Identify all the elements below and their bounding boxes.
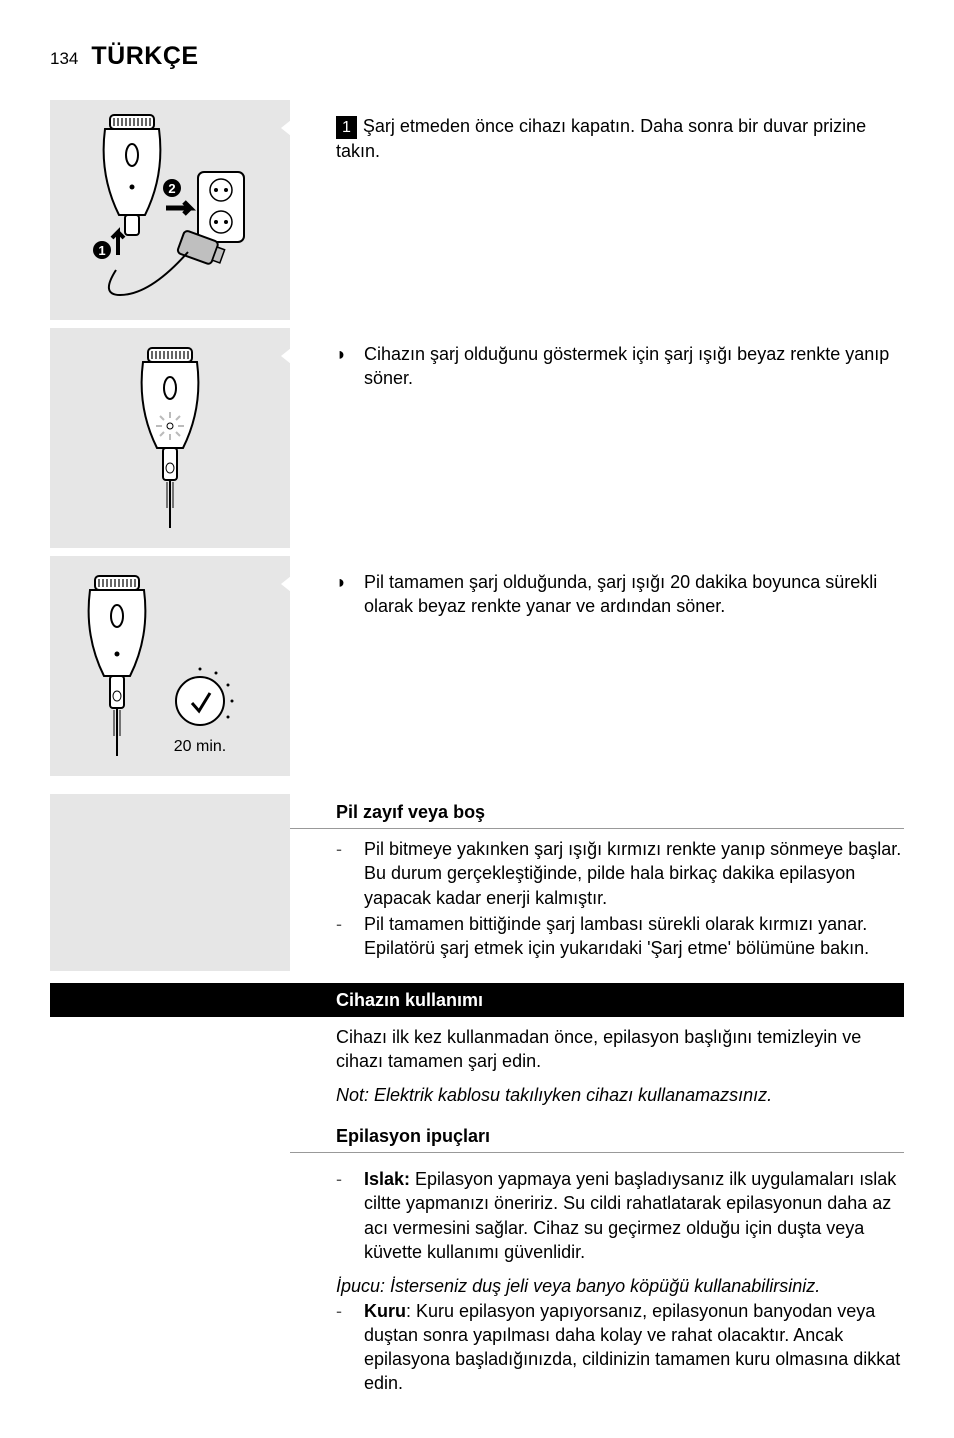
page-header: 134 TÜRKÇE xyxy=(50,40,904,74)
tip-dry: - Kuru: Kuru epilasyon yapıyorsanız, epi… xyxy=(336,1299,904,1396)
bullet-b-text: Pil tamamen şarj olduğunda, şarj ışığı 2… xyxy=(364,570,904,619)
using-intro: Cihazı ilk kez kullanmadan önce, epilasy… xyxy=(336,1025,904,1074)
illustration-plug-in: 1 2 xyxy=(50,100,290,320)
low-item-2-text: Pil tamamen bittiğinde şarj lambası süre… xyxy=(364,912,904,961)
bullet-marker: ◗ xyxy=(336,570,356,594)
plug-in-icon: 1 2 xyxy=(70,110,270,310)
charging-blink-icon xyxy=(115,343,225,533)
dash-marker: - xyxy=(336,837,364,861)
step-1-text: Şarj etmeden önce cihazı kapatın. Daha s… xyxy=(336,116,866,162)
bullet-charging-blink: ◗ Cihazın şarj olduğunu göstermek için ş… xyxy=(336,342,904,391)
dash-marker: - xyxy=(336,1299,364,1323)
section-tips-title: Epilasyon ipuçları xyxy=(290,1118,904,1153)
page-number: 134 xyxy=(50,49,78,68)
dash-marker: - xyxy=(336,912,364,936)
illustration-charging-blink xyxy=(50,328,290,548)
bullet-marker: ◗ xyxy=(336,342,356,366)
tip-wet: - Islak: Epilasyon yapmaya yeni başladıy… xyxy=(336,1167,904,1264)
section-battery-low-title: Pil zayıf veya boş xyxy=(290,794,904,829)
tip-wet-text: Epilasyon yapmaya yeni başladıysanız ilk… xyxy=(364,1169,896,1262)
section-using-title: Cihazın kullanımı xyxy=(290,983,904,1017)
timer-label: 20 min. xyxy=(174,738,226,755)
low-battery-item-1: - Pil bitmeye yakınken şarj ışığı kırmız… xyxy=(336,837,904,910)
low-battery-item-2: - Pil tamamen bittiğinde şarj lambası sü… xyxy=(336,912,904,961)
fully-charged-icon: 20 min. xyxy=(70,571,270,761)
tip-dry-label: Kuru xyxy=(364,1301,406,1321)
tip-wet-label: Islak: xyxy=(364,1169,410,1189)
illustration-fully-charged: 20 min. xyxy=(50,556,290,776)
svg-text:1: 1 xyxy=(98,243,105,258)
tip-dry-text: : Kuru epilasyon yapıyorsanız, epilasyon… xyxy=(364,1301,900,1394)
bullet-fully-charged: ◗ Pil tamamen şarj olduğunda, şarj ışığı… xyxy=(336,570,904,619)
language-title: TÜRKÇE xyxy=(91,42,198,70)
step-number-1: 1 xyxy=(336,116,357,140)
svg-text:2: 2 xyxy=(168,181,175,196)
using-note: Not: Elektrik kablosu takılıyken cihazı … xyxy=(336,1083,904,1107)
dash-marker: - xyxy=(336,1167,364,1191)
tip-hint: İpucu: İsterseniz duş jeli veya banyo kö… xyxy=(336,1274,904,1298)
bullet-a-text: Cihazın şarj olduğunu göstermek için şar… xyxy=(364,342,904,391)
low-item-1-text: Pil bitmeye yakınken şarj ışığı kırmızı … xyxy=(364,837,904,910)
step-1: 1Şarj etmeden önce cihazı kapatın. Daha … xyxy=(336,114,904,164)
